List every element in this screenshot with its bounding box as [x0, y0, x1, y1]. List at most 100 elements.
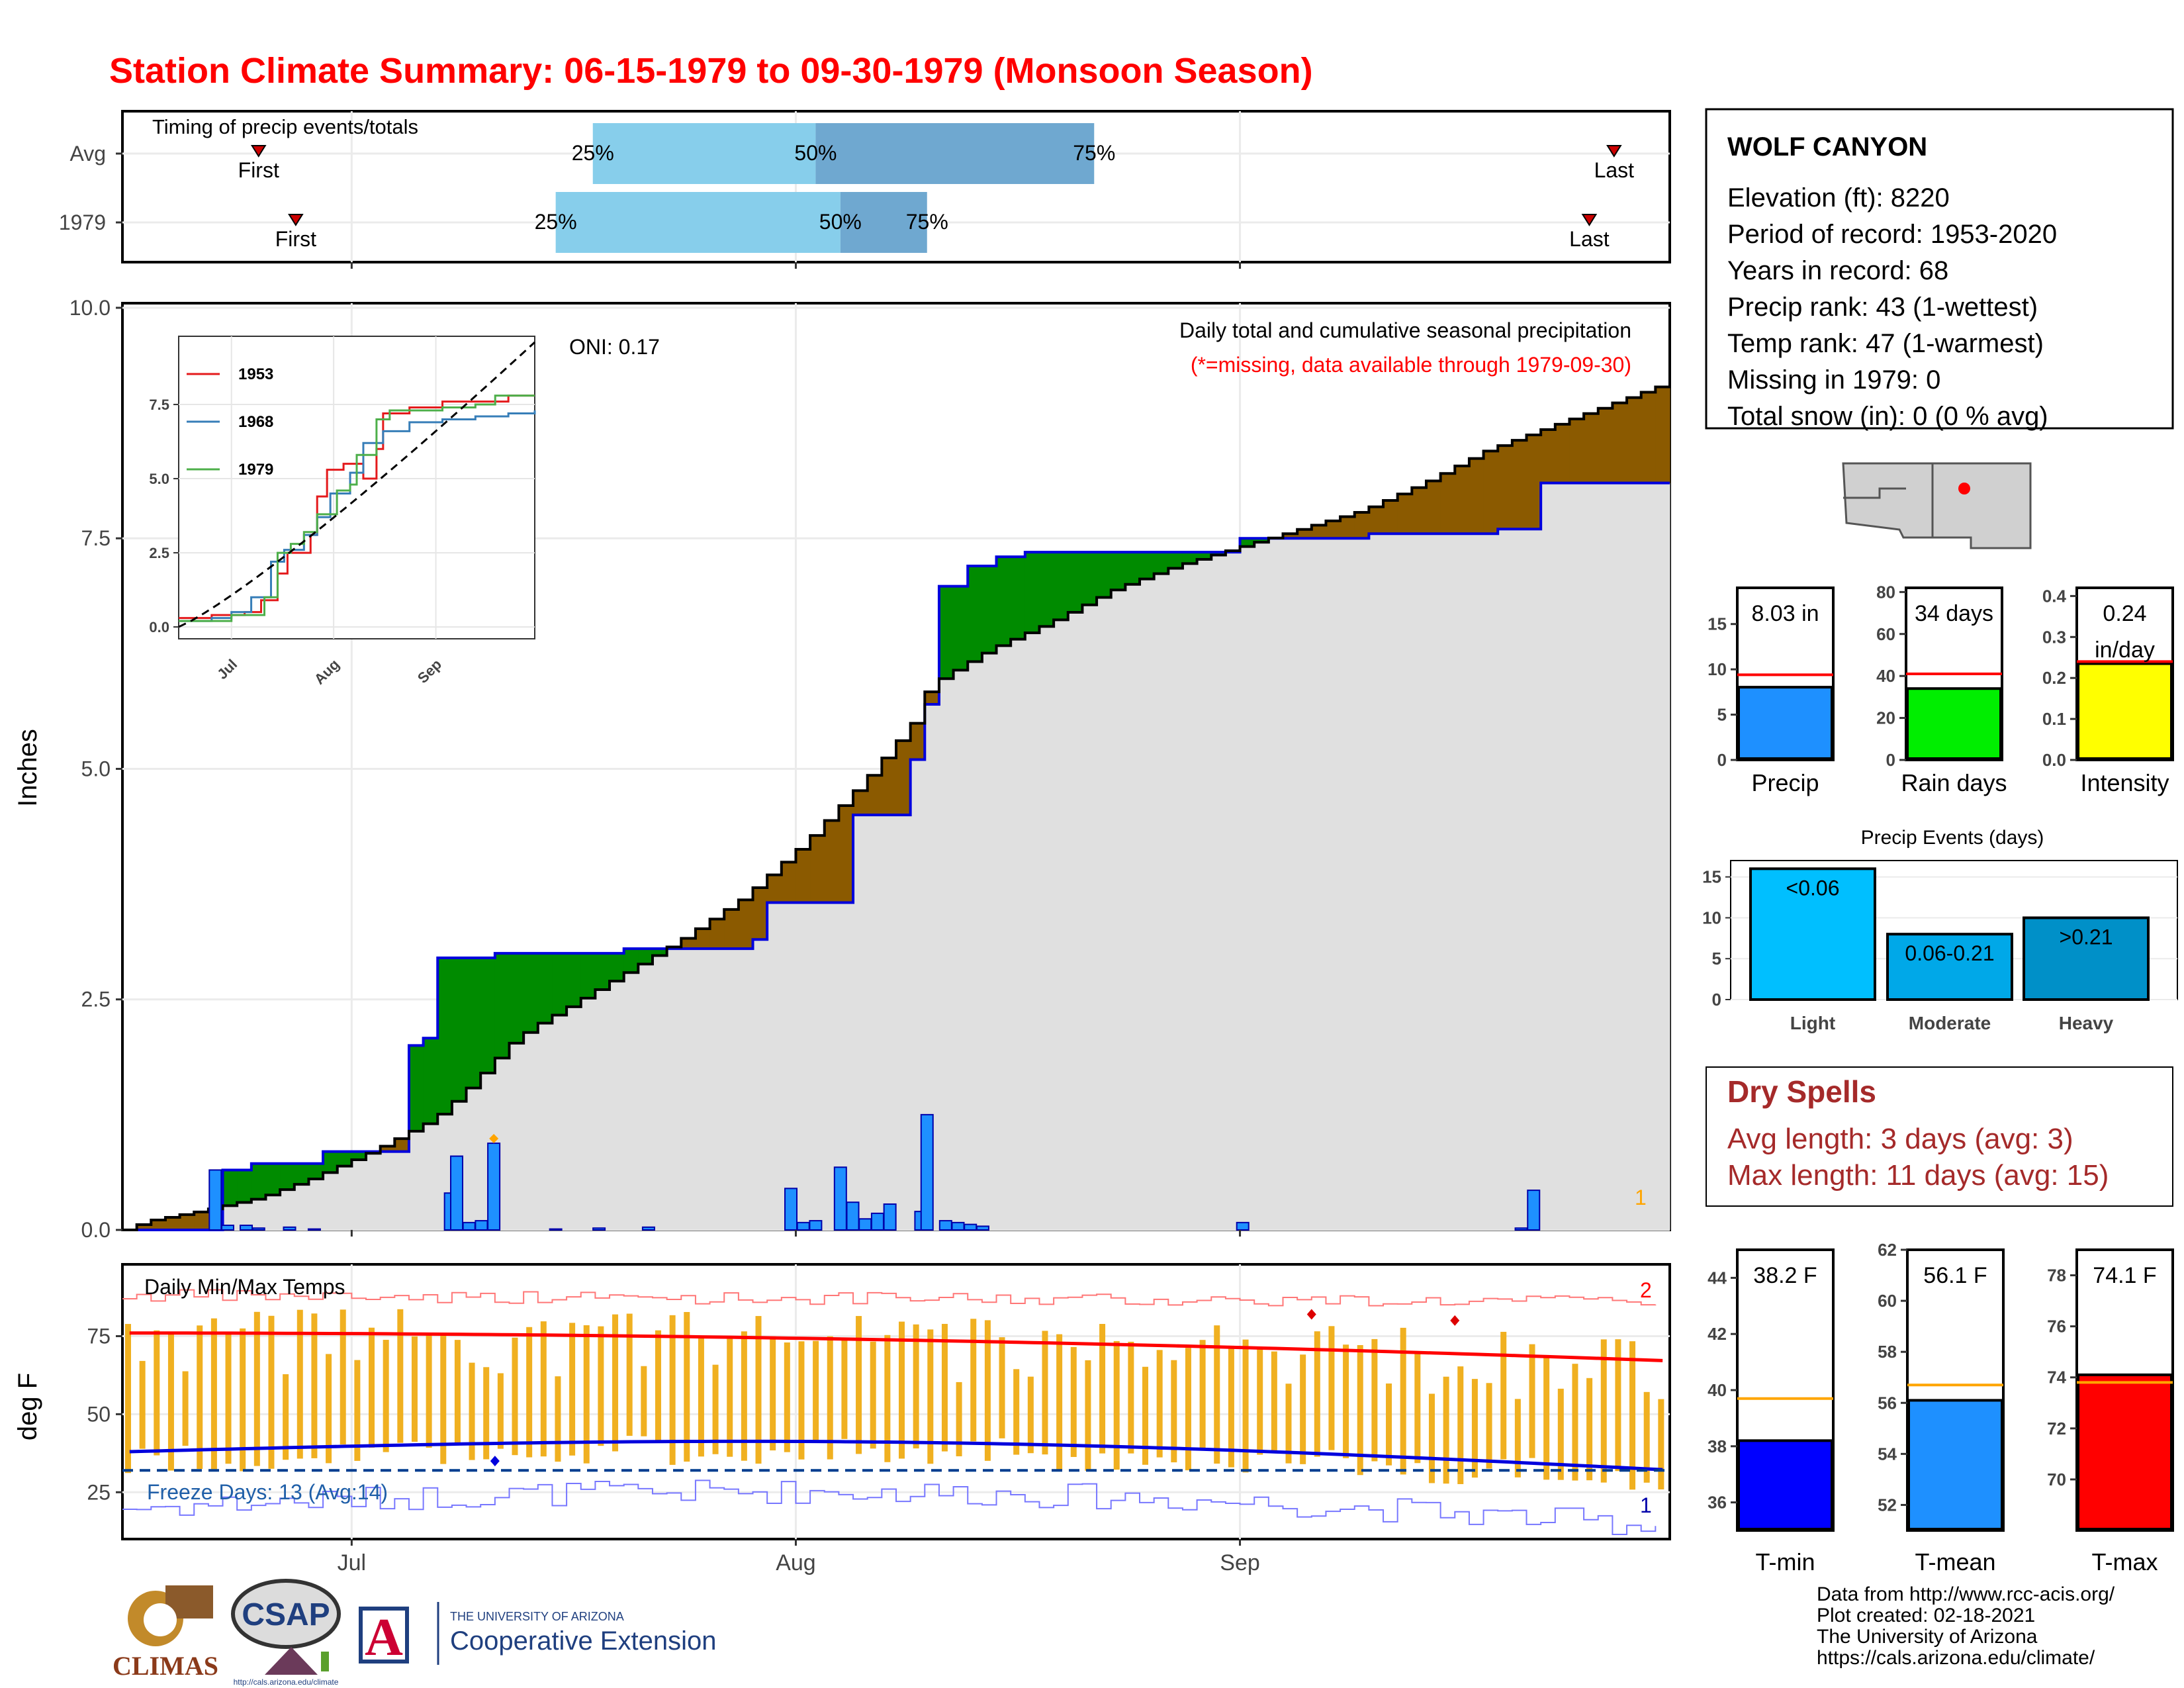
- summary-name-label: Precip: [1751, 769, 1819, 796]
- daily-temp-bar: [569, 1323, 576, 1456]
- avg-area-segment: [1254, 542, 1269, 1230]
- temp-count-bottom: 1: [1640, 1493, 1652, 1517]
- below-normal-segment: [996, 557, 1011, 646]
- avg-area-segment: [308, 1178, 324, 1230]
- avg-area-segment: [1612, 483, 1627, 1230]
- below-normal-segment: [494, 953, 510, 1058]
- below-normal-segment: [552, 953, 567, 1015]
- events-bar-label: 0.06-0.21: [1905, 941, 1994, 965]
- daily-temp-bar: [1056, 1334, 1063, 1470]
- below-normal-segment: [580, 953, 596, 998]
- ua-line1: THE UNIVERSITY OF ARIZONA: [450, 1610, 624, 1623]
- daily-temp-bar: [397, 1309, 404, 1443]
- above-normal-segment: [380, 1146, 395, 1152]
- daily-precip-bar: [1236, 1221, 1250, 1231]
- above-normal-segment: [752, 888, 768, 940]
- temp-summary-ytick-label: 72: [2047, 1419, 2066, 1438]
- above-normal-segment: [151, 1219, 166, 1230]
- daily-temp-bar: [999, 1337, 1005, 1438]
- oni-label: ONI: 0.17: [569, 335, 660, 359]
- inset-ytick-label: 7.5: [149, 397, 169, 413]
- avg-area-segment: [1024, 633, 1040, 1230]
- daily-temp-bar: [369, 1327, 375, 1448]
- daily-temp-bar: [1586, 1378, 1593, 1481]
- temp-summary-ytick-label: 60: [1878, 1291, 1897, 1311]
- climas-logo-text: CLIMAS: [113, 1651, 218, 1681]
- avg-area-segment: [1168, 568, 1183, 1230]
- below-normal-segment: [1211, 552, 1226, 555]
- timing-bar-50-75: [840, 192, 927, 253]
- avg-area-segment: [709, 949, 725, 1230]
- avg-area-segment: [509, 1043, 524, 1230]
- below-normal-segment: [1039, 552, 1054, 627]
- daily-precip-bar: [883, 1203, 897, 1231]
- daily-temp-bar: [798, 1341, 805, 1460]
- above-normal-segment: [738, 900, 754, 949]
- daily-precip-bar: [475, 1220, 488, 1231]
- timing-last-label: Last: [1569, 227, 1610, 251]
- above-normal-segment: [179, 1214, 195, 1230]
- daily-temp-bar: [1658, 1399, 1664, 1489]
- avg-area-segment: [1240, 546, 1255, 1230]
- above-normal-segment: [1311, 525, 1326, 539]
- daily-temp-bar: [970, 1319, 977, 1442]
- t-mean-summary-bar: [1907, 1399, 2003, 1531]
- avg-area-segment: [537, 1023, 553, 1230]
- main-annotation-title: Daily total and cumulative seasonal prec…: [1179, 318, 1631, 342]
- avg-area-segment: [1541, 483, 1556, 1230]
- summary-ytick-label: 80: [1876, 582, 1895, 602]
- below-normal-segment: [323, 1151, 338, 1173]
- avg-min-temp-line: [129, 1439, 1663, 1472]
- main-corner-count: 1: [1635, 1186, 1647, 1209]
- temp-summary-ytick-label: 54: [1878, 1444, 1897, 1464]
- daily-precip-bar: [641, 1226, 655, 1231]
- daily-temp-bar: [1113, 1340, 1120, 1470]
- below-normal-segment: [280, 1163, 295, 1190]
- daily-temp-bar: [311, 1313, 318, 1458]
- daily-temp-bar: [684, 1312, 690, 1462]
- avg-area-segment: [1383, 534, 1398, 1230]
- below-normal-segment: [408, 1045, 424, 1131]
- avg-area-segment: [265, 1195, 281, 1230]
- avg-area-segment: [1412, 534, 1427, 1230]
- avg-area-segment: [610, 981, 625, 1230]
- record-high-line: [122, 1289, 1657, 1307]
- below-normal-segment: [537, 953, 553, 1023]
- summary-ytick-label: 0.2: [2042, 668, 2066, 688]
- above-normal-segment: [925, 692, 940, 704]
- station-info-line: Missing in 1979: 0: [1727, 365, 1940, 395]
- temp-ytick-label: 25: [87, 1480, 111, 1504]
- daily-temp-bar: [1228, 1345, 1234, 1468]
- avg-area-segment: [1283, 538, 1298, 1230]
- timing-first-label: First: [238, 158, 279, 182]
- daily-precip-bar: [283, 1226, 296, 1231]
- dry-spells-title: Dry Spells: [1727, 1074, 1876, 1109]
- climas-logo: CLIMAS: [113, 1585, 218, 1681]
- summary-name-label: Intensity: [2080, 769, 2169, 796]
- daily-precip-bar: [208, 1169, 222, 1231]
- main-ylabel: Inches: [13, 729, 42, 807]
- summary-ytick-label: 15: [1707, 614, 1727, 634]
- avg-area-segment: [1225, 552, 1241, 1230]
- below-normal-segment: [1240, 538, 1255, 547]
- avg-area-segment: [380, 1151, 395, 1230]
- avg-area-segment: [1598, 483, 1613, 1230]
- avg-area-segment: [810, 902, 825, 1230]
- temp-summary-ytick-label: 58: [1878, 1342, 1897, 1362]
- daily-temp-bar: [167, 1332, 174, 1471]
- avg-area-segment: [1512, 529, 1527, 1231]
- summary-ytick-label: 0.0: [2042, 750, 2066, 770]
- daily-temp-bar: [727, 1336, 733, 1457]
- precip-panel: 0.02.55.07.510.0 Daily total and cumulat…: [13, 296, 1671, 1242]
- daily-precip-bar: [938, 1220, 952, 1231]
- daily-temp-bar: [240, 1328, 246, 1472]
- daily-temp-bar: [326, 1354, 332, 1464]
- xtick-label: Jul: [338, 1550, 366, 1575]
- timing-p75-label: 75%: [1073, 141, 1115, 165]
- main-annotation-missing: (*=missing, data available through 1979-…: [1191, 353, 1631, 377]
- avg-area-segment: [466, 1088, 481, 1230]
- daily-temp-bar: [125, 1324, 131, 1474]
- daily-precip-bar: [1527, 1190, 1541, 1231]
- below-normal-segment: [968, 566, 983, 662]
- summary-value-label: 0.24: [2103, 601, 2146, 626]
